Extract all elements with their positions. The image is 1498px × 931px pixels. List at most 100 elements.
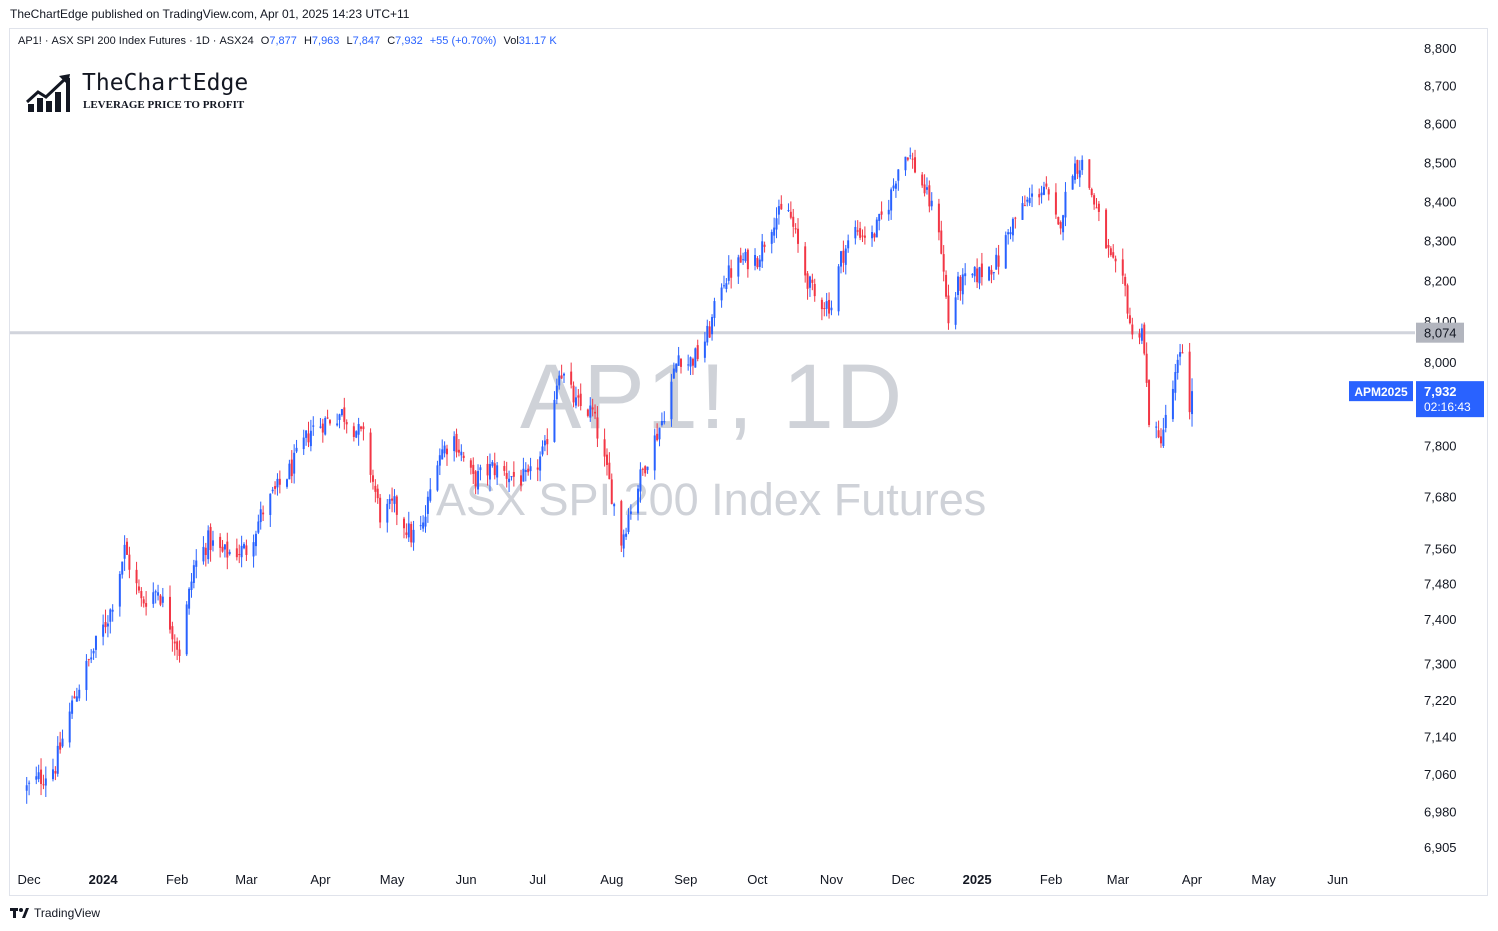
candle	[1121, 248, 1124, 285]
candle-body	[911, 158, 914, 160]
candle	[675, 363, 678, 373]
legend-name: ASX SPI 200 Index Futures	[51, 35, 187, 47]
candle-body	[558, 375, 561, 386]
candle	[823, 302, 826, 317]
tradingview-brand-text: TradingView	[34, 906, 101, 920]
candle-body	[722, 285, 725, 287]
candle-body	[128, 554, 131, 570]
candle	[696, 339, 699, 362]
candle-body	[737, 257, 740, 277]
candle-body	[1114, 258, 1117, 262]
candle-body	[553, 399, 556, 442]
candle	[1062, 214, 1065, 241]
candle	[524, 462, 527, 482]
candle	[842, 240, 845, 273]
candle-body	[369, 432, 372, 475]
candle-body	[1040, 192, 1043, 196]
x-tick-label: Sep	[674, 872, 697, 887]
candle	[653, 428, 656, 480]
candle-body	[505, 472, 508, 479]
candle-body	[240, 545, 243, 558]
candle-body	[1179, 352, 1182, 357]
candle-body	[345, 422, 348, 425]
candle	[789, 201, 792, 220]
candle	[61, 729, 64, 748]
candle-body	[486, 463, 489, 476]
candle-body	[219, 536, 222, 548]
candle-body	[455, 433, 458, 453]
candle-body	[971, 274, 974, 276]
candle-body	[259, 509, 262, 523]
candle	[954, 291, 957, 330]
candle-body	[75, 696, 78, 702]
candle	[436, 460, 439, 492]
candle	[787, 203, 790, 212]
candle	[906, 157, 909, 162]
candle	[443, 441, 446, 458]
candle-body	[925, 187, 928, 190]
candle	[572, 381, 575, 408]
candle	[627, 508, 630, 535]
y-tick-label: 7,680	[1424, 490, 1457, 505]
candle	[928, 180, 931, 213]
candle-body	[254, 533, 257, 547]
candle-body	[828, 299, 831, 314]
candle-body	[1047, 189, 1050, 195]
candle-body	[806, 273, 809, 289]
candle	[539, 451, 542, 482]
candle-body	[777, 206, 780, 215]
candle	[157, 584, 160, 601]
symbol-legend[interactable]: AP1! · ASX SPI 200 Index Futures · 1D · ASX24 …	[18, 35, 557, 47]
candle	[904, 156, 907, 176]
y-tick-label: 8,600	[1424, 117, 1457, 132]
candle	[964, 263, 967, 286]
candle	[240, 535, 243, 568]
candle-body	[438, 455, 441, 466]
contract-label: APM2025	[1354, 385, 1408, 399]
candle-body	[1014, 217, 1017, 219]
candle	[257, 514, 260, 535]
candle-body	[1097, 203, 1100, 212]
y-tick-label: 6,905	[1424, 840, 1457, 855]
candle-body	[286, 479, 288, 487]
candle-body	[780, 203, 783, 210]
tradingview-brand[interactable]: TradingView	[10, 906, 100, 920]
y-tick-label: 7,800	[1424, 438, 1457, 453]
candle-body	[1145, 353, 1148, 383]
candle-body	[840, 251, 842, 267]
publish-line: TheChartEdge published on TradingView.co…	[10, 7, 410, 21]
candle	[109, 608, 112, 634]
candle-body	[87, 659, 90, 661]
candle-body	[914, 157, 917, 173]
candle	[660, 412, 663, 427]
candle-body	[1131, 324, 1134, 335]
candle	[730, 259, 733, 289]
candle	[395, 494, 398, 526]
candle	[486, 456, 489, 486]
candle-body	[680, 358, 683, 367]
candle-body	[942, 254, 945, 272]
candle	[496, 462, 499, 486]
candle	[505, 461, 508, 488]
candle-body	[1155, 426, 1158, 428]
candle	[1148, 379, 1151, 428]
candle-body	[1176, 359, 1179, 373]
candle-body	[92, 650, 95, 654]
candle-body	[754, 254, 757, 266]
candle	[689, 356, 692, 376]
candle	[145, 591, 148, 616]
candle-body	[897, 169, 900, 181]
candle	[410, 521, 413, 548]
candle	[737, 254, 740, 284]
chart-frame[interactable]	[9, 28, 1488, 896]
y-tick-label: 8,700	[1424, 79, 1457, 94]
candle-body	[625, 533, 628, 537]
candle	[286, 478, 288, 489]
candle-body	[324, 418, 327, 435]
x-tick-label: Mar	[235, 872, 258, 887]
candle	[245, 539, 248, 562]
candle-body	[59, 742, 62, 750]
candle-body	[957, 276, 960, 296]
candle-body	[319, 426, 322, 428]
